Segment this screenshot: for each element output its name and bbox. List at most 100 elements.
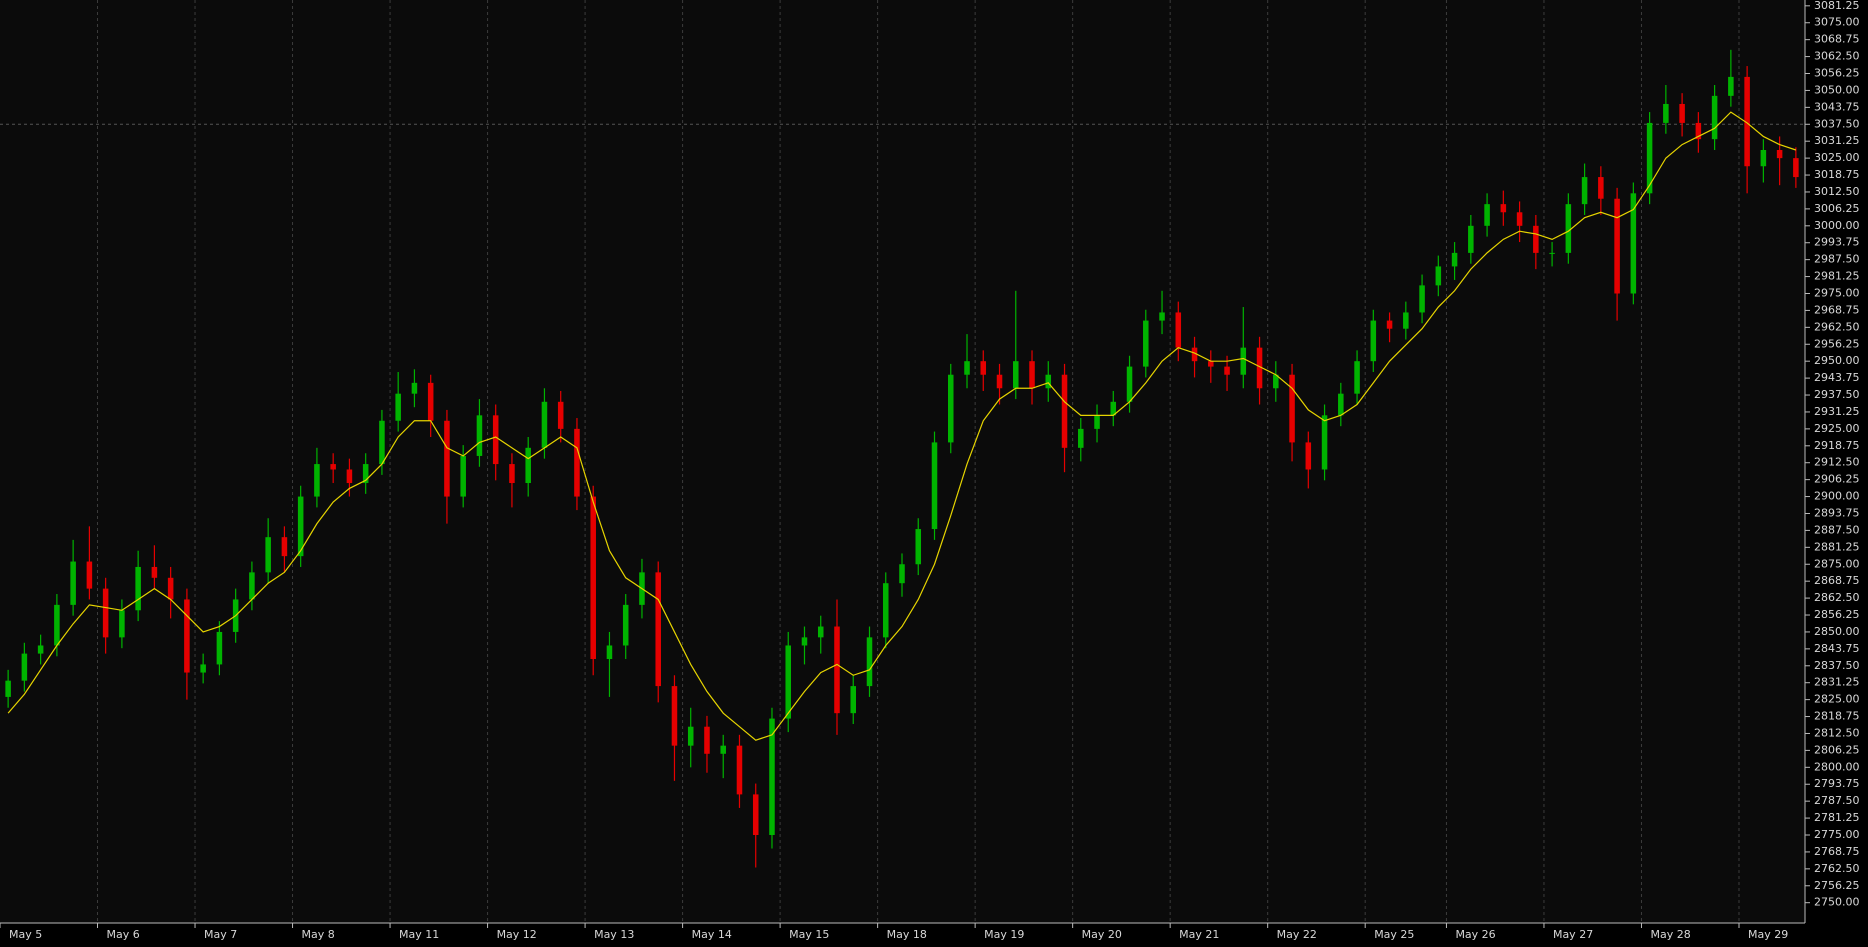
- x-tick-label: May 15: [789, 928, 829, 941]
- candle-body: [1078, 428, 1084, 448]
- candle-body: [200, 664, 206, 673]
- y-tick-label: 2831.25: [1814, 676, 1860, 689]
- y-tick-label: 2887.50: [1814, 523, 1860, 536]
- candle-body: [509, 464, 515, 484]
- candle-body: [1533, 225, 1539, 253]
- candle-body: [590, 496, 596, 660]
- candle-body: [1468, 225, 1474, 253]
- candle-body: [687, 726, 694, 746]
- candle-body: [346, 469, 353, 484]
- y-tick-label: 3037.50: [1814, 117, 1860, 130]
- candle-body: [850, 686, 857, 714]
- candle-body: [411, 382, 418, 394]
- x-tick-label: May 18: [887, 928, 927, 941]
- y-tick-label: 2775.00: [1814, 828, 1860, 841]
- candle-body: [1208, 361, 1214, 367]
- y-tick-label: 3043.75: [1814, 100, 1860, 113]
- candle-body: [557, 401, 564, 429]
- candle-body: [1143, 320, 1149, 367]
- candle-body: [785, 645, 791, 719]
- candle-body: [1338, 393, 1344, 416]
- y-tick-label: 2837.50: [1814, 659, 1860, 672]
- y-tick-label: 2793.75: [1814, 777, 1860, 790]
- candle-body: [54, 604, 60, 646]
- candle-body: [1565, 204, 1572, 253]
- candle-body: [1484, 204, 1490, 226]
- candle-body: [1760, 149, 1767, 167]
- y-tick-label: 2931.25: [1814, 405, 1860, 418]
- y-tick-label: 2850.00: [1814, 625, 1860, 638]
- x-tick-label: May 21: [1179, 928, 1219, 941]
- candle-body: [314, 464, 320, 497]
- candle-body: [1159, 312, 1165, 321]
- candle-body: [1224, 366, 1230, 375]
- candle-body: [1061, 374, 1068, 448]
- candle-body: [1256, 347, 1263, 389]
- candle-body: [167, 577, 174, 600]
- candle-body: [330, 464, 336, 470]
- y-tick-label: 2943.75: [1814, 371, 1860, 384]
- y-tick-label: 2868.75: [1814, 574, 1860, 587]
- moving-average-line: [7, 111, 1797, 741]
- y-tick-label: 3018.75: [1814, 168, 1860, 181]
- x-tick-label: May 22: [1277, 928, 1317, 941]
- x-tick-label: May 12: [497, 928, 537, 941]
- x-tick-label: May 25: [1374, 928, 1414, 941]
- candle-body: [1614, 198, 1620, 294]
- y-tick-label: 2975.00: [1814, 286, 1860, 299]
- candle-body: [1744, 76, 1750, 167]
- y-tick-label: 2981.25: [1814, 270, 1860, 283]
- y-tick-label: 3062.50: [1814, 50, 1860, 63]
- candle-body: [1289, 374, 1295, 443]
- y-tick-label: 2937.50: [1814, 388, 1860, 401]
- candle-body: [1516, 212, 1523, 226]
- y-tick-label: 3068.75: [1814, 33, 1860, 46]
- candle-body: [1451, 252, 1458, 267]
- candle-body: [249, 572, 255, 600]
- plot-area: [0, 0, 1805, 923]
- y-tick-label: 2987.50: [1814, 253, 1860, 266]
- y-tick-label: 3012.50: [1814, 185, 1860, 198]
- candle-body: [70, 561, 76, 605]
- candle-body: [21, 653, 28, 681]
- candle-body: [216, 631, 223, 665]
- x-tick-label: May 20: [1082, 928, 1122, 941]
- candle-body: [151, 566, 158, 578]
- y-tick-label: 2925.00: [1814, 422, 1860, 435]
- candle-body: [119, 610, 125, 638]
- y-tick-label: 3075.00: [1814, 16, 1860, 29]
- x-tick-label: May 28: [1650, 928, 1690, 941]
- candle-body: [655, 572, 661, 687]
- candle-body: [1711, 95, 1718, 140]
- candle-body: [1191, 347, 1198, 362]
- candle-body: [671, 686, 678, 746]
- candle-body: [1305, 442, 1312, 470]
- y-tick-label: 2950.00: [1814, 354, 1860, 367]
- candle-body: [899, 564, 905, 584]
- candle-body: [281, 537, 288, 557]
- y-tick-label: 2818.75: [1814, 710, 1860, 723]
- y-tick-label: 2993.75: [1814, 236, 1860, 249]
- candle-body: [460, 455, 466, 497]
- candle-body: [492, 415, 499, 465]
- candle-body: [37, 645, 44, 654]
- candle-body: [1240, 347, 1247, 375]
- candle-body: [1679, 103, 1685, 123]
- candle-body: [5, 680, 11, 697]
- y-tick-label: 2962.50: [1814, 320, 1860, 333]
- candle-body: [1321, 415, 1328, 470]
- candle-body: [801, 637, 808, 646]
- candle-body: [265, 537, 271, 573]
- y-tick-label: 2750.00: [1814, 896, 1860, 909]
- y-tick-label: 2768.75: [1814, 845, 1860, 858]
- y-tick-label: 2812.50: [1814, 726, 1860, 739]
- x-tick-label: May 26: [1455, 928, 1495, 941]
- x-tick-label: May 29: [1748, 928, 1788, 941]
- candle-body: [1549, 252, 1555, 254]
- candle-body: [720, 745, 726, 754]
- candle-body: [704, 726, 710, 754]
- y-tick-label: 2787.50: [1814, 794, 1860, 807]
- candle-body: [1695, 122, 1702, 140]
- x-tick-label: May 6: [107, 928, 140, 941]
- y-tick-label: 2918.75: [1814, 439, 1860, 452]
